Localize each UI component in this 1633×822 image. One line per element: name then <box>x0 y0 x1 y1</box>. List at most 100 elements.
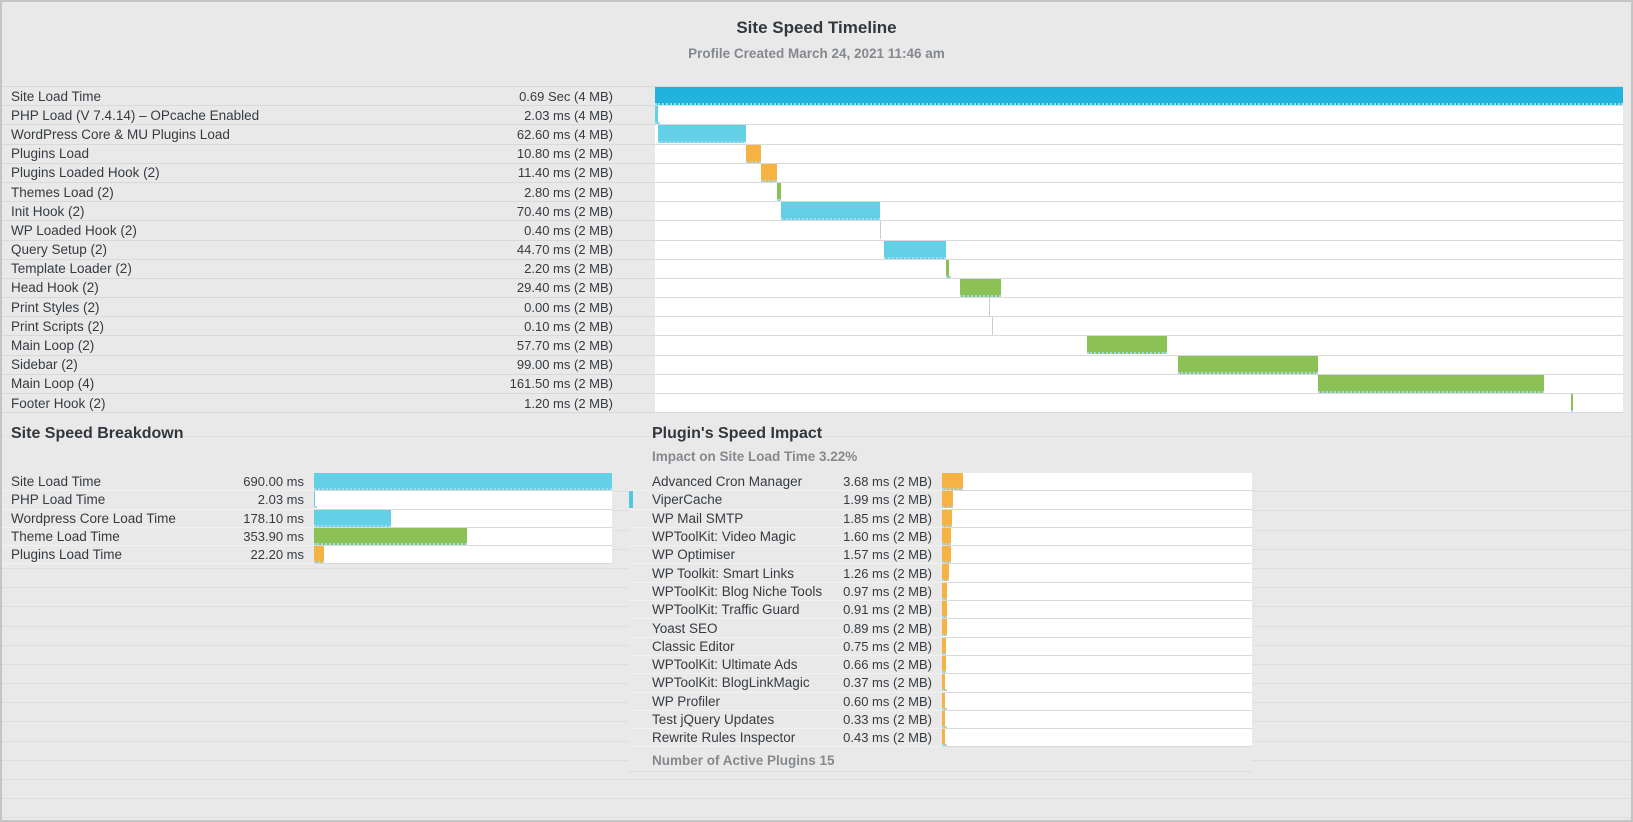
timeline-row-label: WordPress Core & MU Plugins Load <box>11 126 230 142</box>
timeline-row-value: 11.40 ms (2 MB) <box>517 165 613 181</box>
breakdown-lane <box>314 527 612 547</box>
plugin-row-labelcell: WP Optimiser 1.57 ms (2 MB) <box>629 546 942 565</box>
breakdown-row-labelcell: Theme Load Time 353.90 ms <box>2 527 314 547</box>
plugin-row-label: Advanced Cron Manager <box>652 474 803 490</box>
timeline-bar <box>946 259 950 278</box>
timeline-row-labelcell: Template Loader (2) 2.20 ms (2 MB) <box>2 259 655 279</box>
timeline-lane <box>655 202 1623 222</box>
timeline-bar <box>655 87 1623 105</box>
timeline-lane <box>655 240 1623 260</box>
timeline-bar <box>655 106 658 125</box>
plugin-row-label: Yoast SEO <box>652 620 718 636</box>
timeline-row: Themes Load (2) 2.80 ms (2 MB) <box>2 182 1623 203</box>
plugin-lane <box>942 473 1252 492</box>
plugin-row-label: WP Toolkit: Smart Links <box>652 565 795 581</box>
timeline-bar <box>781 202 880 221</box>
plugin-impact-bar <box>942 582 948 600</box>
plugin-lane <box>942 710 1252 730</box>
breakdown-row-label: PHP Load Time <box>11 492 106 508</box>
breakdown-row-value: 353.90 ms <box>243 529 304 545</box>
plugin-row-labelcell: WPToolKit: Traffic Guard 0.91 ms (2 MB) <box>629 601 942 620</box>
breakdown-heading: Site Speed Breakdown <box>11 425 184 442</box>
timeline-lane <box>655 336 1623 356</box>
plugins-heading: Plugin's Speed Impact <box>652 425 823 442</box>
breakdown-row-label: Wordpress Core Load Time <box>11 510 176 526</box>
plugin-row: ViperCache 1.99 ms (2 MB) <box>629 491 1252 510</box>
timeline-row: Init Hook (2) 70.40 ms (2 MB) <box>2 202 1623 222</box>
timeline-row-labelcell: WP Loaded Hook (2) 0.40 ms (2 MB) <box>2 221 655 241</box>
plugin-row-value: 0.91 ms (2 MB) <box>843 602 932 618</box>
timeline-row-labelcell: Site Load Time 0.69 Sec (4 MB) <box>2 87 655 107</box>
timeline-row: Main Loop (4) 161.50 ms (2 MB) <box>2 374 1623 394</box>
timeline-row-labelcell: Main Loop (2) 57.70 ms (2 MB) <box>2 336 655 356</box>
timeline-row-value: 0.69 Sec (4 MB) <box>519 88 613 104</box>
breakdown-row: Theme Load Time 353.90 ms <box>2 527 612 547</box>
plugin-row-label: Rewrite Rules Inspector <box>652 730 796 746</box>
timeline-row-value: 0.00 ms (2 MB) <box>524 299 613 315</box>
breakdown-row: Plugins Load Time 22.20 ms <box>2 546 612 565</box>
breakdown-bar <box>314 491 315 509</box>
timeline-bar <box>960 278 1002 297</box>
timeline-row-value: 44.70 ms (2 MB) <box>516 242 613 258</box>
plugin-impact-bar <box>942 601 948 619</box>
timeline-row-labelcell: WordPress Core & MU Plugins Load 62.60 ms… <box>2 125 655 145</box>
plugin-row-label: Test jQuery Updates <box>652 712 775 727</box>
plugins-subheading: Impact on Site Load Time 3.22% <box>652 449 858 464</box>
timeline-row-value: 1.20 ms (2 MB) <box>524 395 613 411</box>
plugin-row-labelcell: WPToolKit: Ultimate Ads 0.66 ms (2 MB) <box>629 655 942 675</box>
timeline-bar <box>1178 355 1318 374</box>
plugin-row-value: 3.68 ms (2 MB) <box>843 474 932 490</box>
timeline-bar <box>992 317 994 336</box>
timeline-bar <box>879 221 881 240</box>
timeline-row-value: 29.40 ms (2 MB) <box>516 280 613 296</box>
plugin-impact-bar <box>942 655 946 673</box>
plugin-row: WP Optimiser 1.57 ms (2 MB) <box>629 546 1252 565</box>
timeline-row: Main Loop (2) 57.70 ms (2 MB) <box>2 336 1623 356</box>
timeline-row-label: Head Hook (2) <box>11 280 99 296</box>
timeline-row-label: Init Hook (2) <box>11 203 85 219</box>
plugin-row-value: 0.89 ms (2 MB) <box>843 620 932 636</box>
plugin-row-label: Classic Editor <box>652 638 735 654</box>
empty-row <box>2 780 1631 800</box>
timeline-bar <box>761 163 778 182</box>
breakdown-bar <box>314 473 612 490</box>
plugin-speed-impact-chart: Advanced Cron Manager 3.68 ms (2 MB) Viper… <box>629 473 1252 748</box>
plugin-impact-bar <box>942 637 947 655</box>
breakdown-row-value: 690.00 ms <box>243 474 304 490</box>
timeline-lane <box>655 106 1623 126</box>
plugin-row-label: WPToolKit: Video Magic <box>652 529 796 545</box>
timeline-lane <box>655 163 1623 183</box>
empty-row <box>2 799 1631 819</box>
timeline-bar <box>1317 374 1544 393</box>
plugin-impact-bar <box>942 692 946 710</box>
plugin-row-label: WP Optimiser <box>652 547 736 563</box>
timeline-row: Site Load Time 0.69 Sec (4 MB) <box>2 87 1623 107</box>
plugin-row-labelcell: Test jQuery Updates 0.33 ms (2 MB) <box>629 710 942 730</box>
timeline-lane <box>655 182 1623 203</box>
timeline-lane <box>655 374 1623 394</box>
plugin-row: Yoast SEO 0.89 ms (2 MB) <box>629 619 1252 638</box>
plugin-row: WPToolKit: Blog Niche Tools 0.97 ms (2 MB… <box>629 582 1252 602</box>
timeline-row: Query Setup (2) 44.70 ms (2 MB) <box>2 240 1623 260</box>
plugin-row-label: ViperCache <box>652 492 723 508</box>
timeline-row-label: Template Loader (2) <box>11 261 132 277</box>
timeline-row-labelcell: Footer Hook (2) 1.20 ms (2 MB) <box>2 394 655 414</box>
plugin-row: WP Toolkit: Smart Links 1.26 ms (2 MB) <box>629 564 1252 583</box>
timeline-row: Sidebar (2) 99.00 ms (2 MB) <box>2 355 1623 375</box>
timeline-row: Template Loader (2) 2.20 ms (2 MB) <box>2 259 1623 279</box>
plugin-impact-bar <box>942 473 963 490</box>
timeline-row-labelcell: Head Hook (2) 29.40 ms (2 MB) <box>2 278 655 299</box>
plugin-lane <box>942 655 1252 675</box>
breakdown-lane <box>314 546 612 565</box>
plugin-row-label: WPToolKit: BlogLinkMagic <box>652 675 810 691</box>
timeline-lane <box>655 317 1623 337</box>
timeline-lane <box>655 394 1623 414</box>
breakdown-row-labelcell: Wordpress Core Load Time 178.10 ms <box>2 509 314 528</box>
section-divider <box>2 436 1631 437</box>
timeline-row-labelcell: Plugins Load 10.80 ms (2 MB) <box>2 144 655 164</box>
timeline-row-value: 62.60 ms (4 MB) <box>516 126 613 142</box>
timeline-row-labelcell: Query Setup (2) 44.70 ms (2 MB) <box>2 240 655 260</box>
breakdown-row-label: Theme Load Time <box>11 529 120 545</box>
plugin-row-labelcell: WP Profiler 0.60 ms (2 MB) <box>629 692 942 711</box>
